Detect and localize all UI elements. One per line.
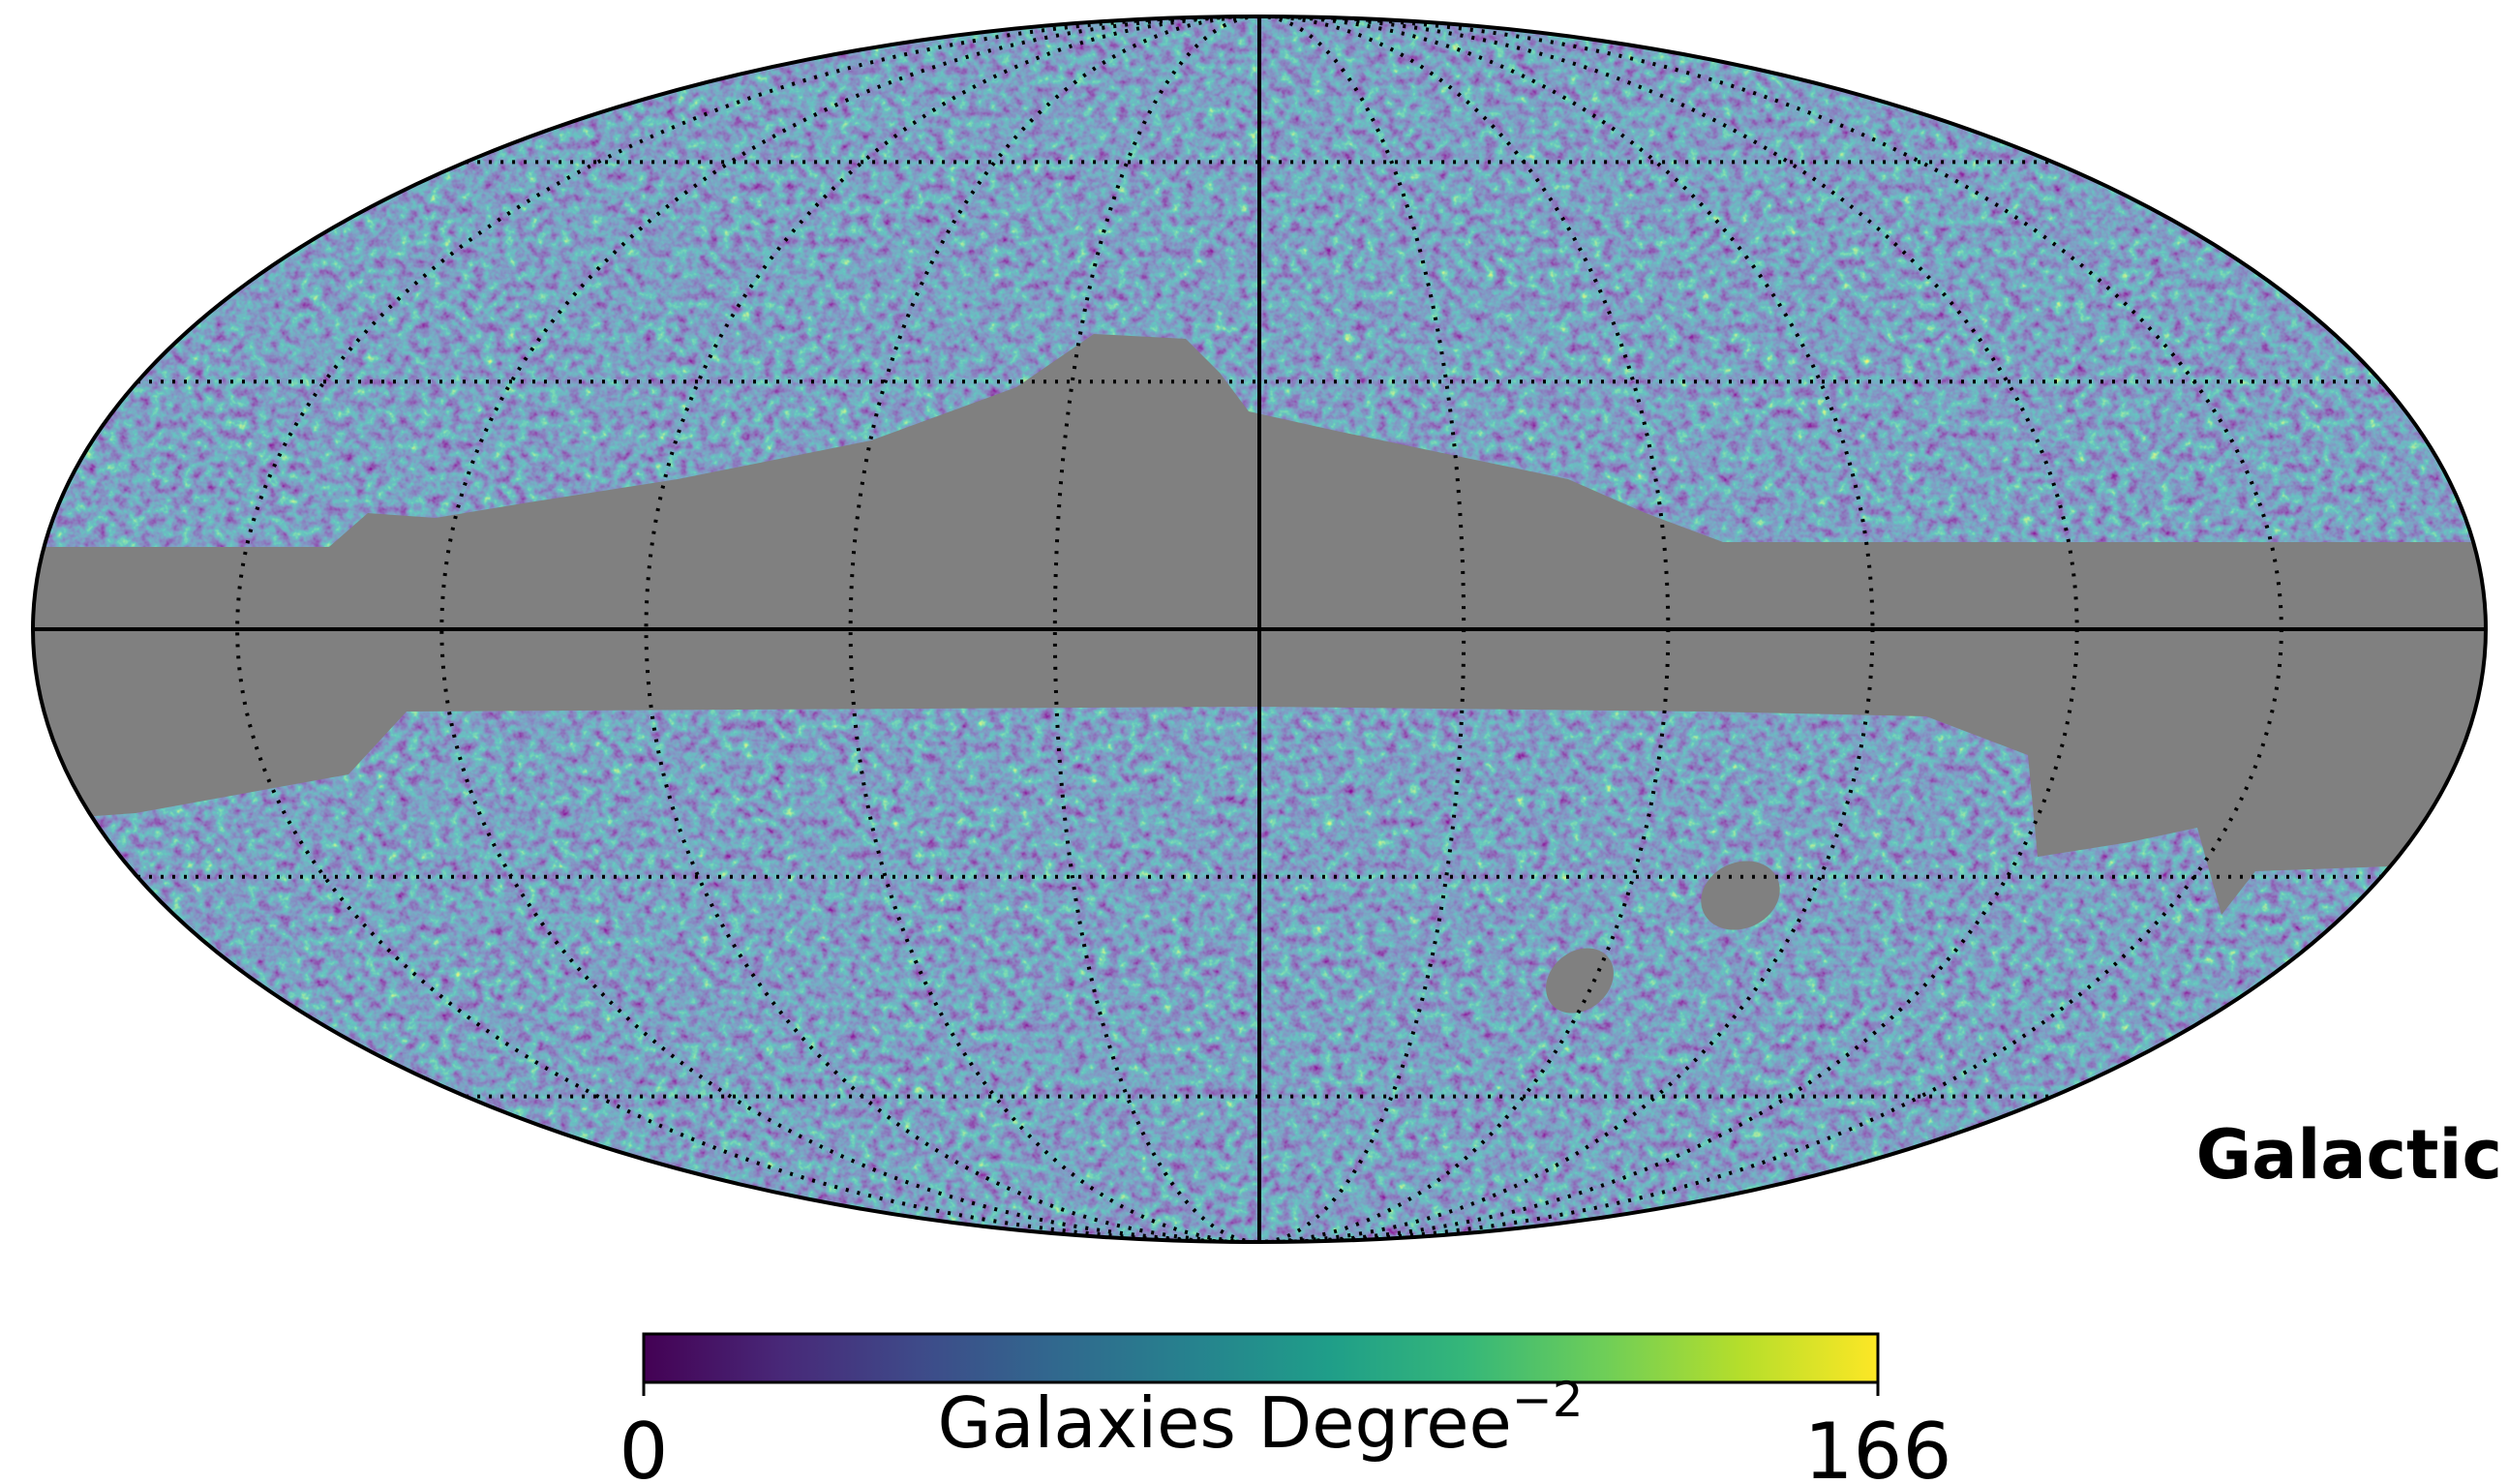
colorbar-label-exponent: −2: [1512, 1372, 1584, 1428]
colorbar-tick-label: 166: [1804, 1407, 1952, 1484]
colorbar-tick-label: 0: [620, 1407, 669, 1484]
chart: Galactic 0 166 Galaxies Degree−2: [0, 0, 2509, 1484]
colorbar: [644, 1334, 1878, 1382]
colorbar-label-text: Galaxies Degree: [937, 1382, 1511, 1464]
colorbar-label: Galaxies Degree−2: [937, 1372, 1583, 1464]
coordinate-label: Galactic: [2196, 1115, 2502, 1195]
